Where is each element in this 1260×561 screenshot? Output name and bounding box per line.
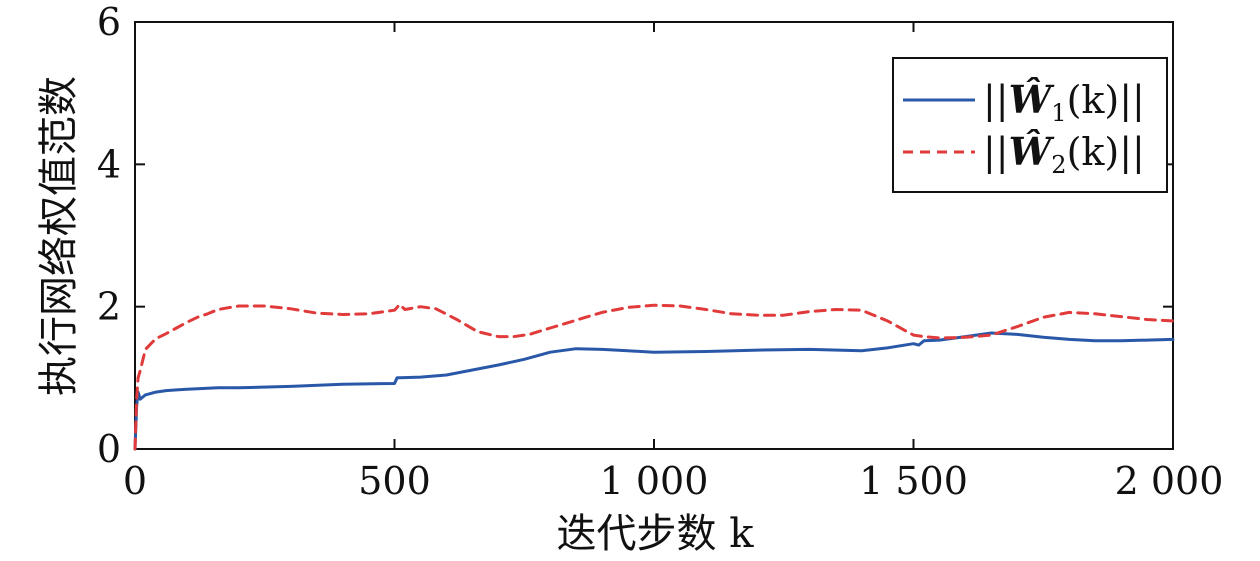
legend-entry-2: ||Ŵ2(k)|| <box>983 129 1145 179</box>
y-tick-label: 2 <box>97 285 121 329</box>
x-tick-label: 1 500 <box>859 459 968 503</box>
x-tick-label: 1 000 <box>600 459 709 503</box>
series-line-2 <box>133 303 1175 451</box>
y-tick-label: 0 <box>97 427 121 471</box>
legend: ||Ŵ1(k)|| ||Ŵ2(k)|| <box>892 57 1168 193</box>
series-layer <box>133 303 1175 451</box>
legend-box <box>892 57 1168 193</box>
y-axis-ticks: 0 2 4 6 <box>97 0 1173 471</box>
y-axis-label: 执行网络权值范数 <box>36 76 82 396</box>
x-tick-label: 2 000 <box>1115 459 1224 503</box>
y-tick-label: 4 <box>97 142 121 186</box>
x-tick-label: 0 <box>123 459 147 503</box>
x-axis-ticks: 0 500 1 000 1 500 2 000 <box>123 22 1223 503</box>
legend-entry-1: ||Ŵ1(k)|| <box>983 77 1145 127</box>
series-line-1 <box>133 331 1175 451</box>
x-tick-label: 500 <box>358 459 431 503</box>
x-axis-label: 迭代步数 k <box>557 511 755 557</box>
y-tick-label: 6 <box>97 0 121 44</box>
